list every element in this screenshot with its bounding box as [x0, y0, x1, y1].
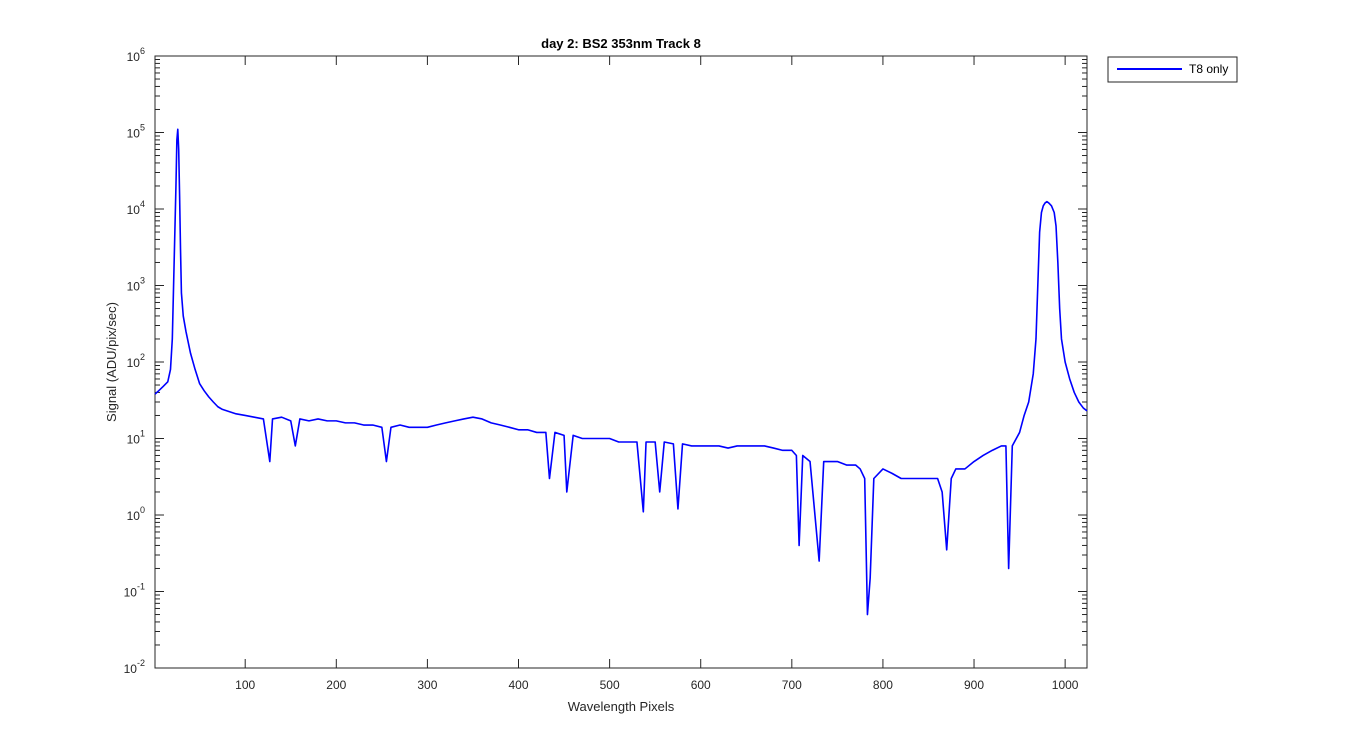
x-tick-label: 700: [782, 678, 802, 692]
x-axis-label: Wavelength Pixels: [568, 699, 675, 714]
x-tick-label: 800: [873, 678, 893, 692]
chart-title: day 2: BS2 353nm Track 8: [541, 36, 701, 51]
plot-area: [154, 55, 1088, 669]
y-axis-label: Signal (ADU/pix/sec): [104, 302, 119, 422]
x-tick-label: 100: [235, 678, 255, 692]
x-tick-label: 500: [600, 678, 620, 692]
x-tick-label: 300: [417, 678, 437, 692]
x-tick-label: 1000: [1052, 678, 1079, 692]
legend[interactable]: T8 only: [1107, 56, 1238, 83]
x-axis-ticks: 100 200 300 400 500 600 700 800 900 1000: [235, 56, 1079, 692]
legend-label-t8-only: T8 only: [1189, 62, 1228, 76]
x-tick-label: 900: [964, 678, 984, 692]
x-tick-label: 200: [326, 678, 346, 692]
series-lines: [154, 128, 1088, 616]
x-tick-label: 400: [508, 678, 528, 692]
x-tick-label: 600: [691, 678, 711, 692]
series-line-t8-only: [154, 128, 1088, 616]
